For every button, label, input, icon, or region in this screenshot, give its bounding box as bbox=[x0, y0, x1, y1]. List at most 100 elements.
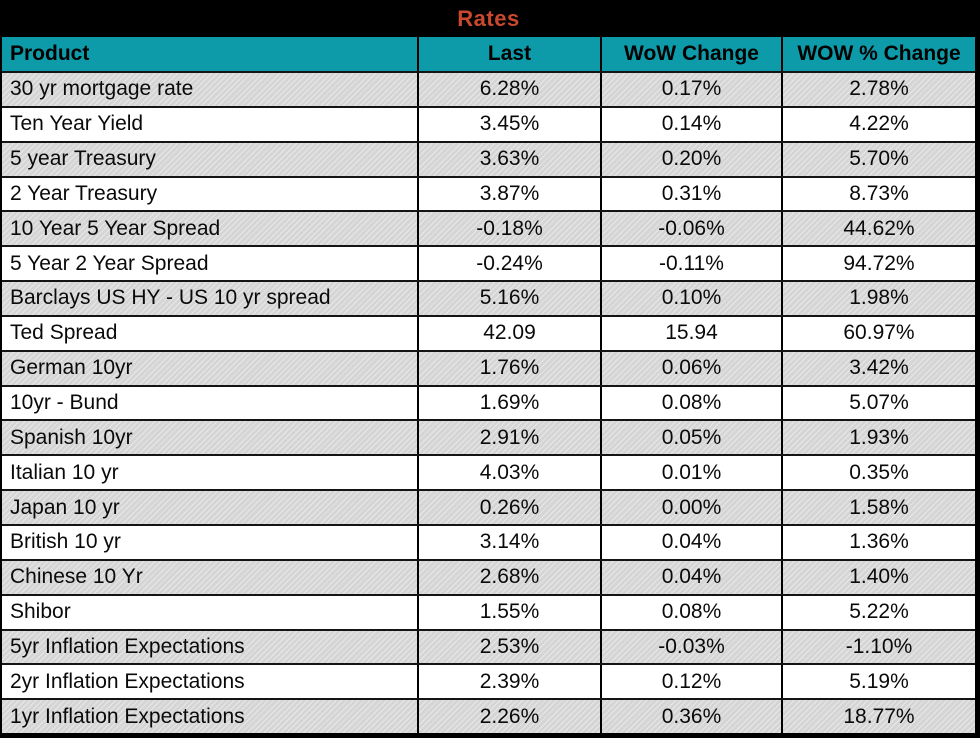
value-cell: 1.55% bbox=[419, 595, 602, 629]
product-cell: German 10yr bbox=[2, 351, 419, 385]
product-cell: Japan 10 yr bbox=[2, 491, 419, 524]
product-cell: 30 yr mortgage rate bbox=[2, 73, 419, 106]
value-cell: 0.00% bbox=[602, 491, 783, 524]
value-cell: 2.26% bbox=[419, 700, 602, 733]
product-cell: 5yr Inflation Expectations bbox=[2, 630, 419, 664]
table-row: 5yr Inflation Expectations 2.53% -0.03% -1.… bbox=[2, 628, 975, 664]
value-cell: 2.91% bbox=[419, 421, 602, 455]
value-cell: 1.36% bbox=[849, 530, 909, 554]
column-header-wow-change: WoW Change bbox=[602, 37, 783, 71]
value-cell: 1.40% bbox=[849, 565, 909, 589]
table-row: Ted Spread 42.09 15.94 60.97% bbox=[2, 314, 975, 350]
value-cell: 5.22% bbox=[849, 600, 909, 624]
value-cell: 0.31% bbox=[602, 177, 783, 211]
value-cell: 0.08% bbox=[602, 595, 783, 629]
table-row: Shibor 1.55% 0.08% 5.22% bbox=[2, 593, 975, 629]
value-cell: 0.04% bbox=[602, 560, 783, 594]
table-body: 30 yr mortgage rate 6.28% 0.17% 2.78% Ten Ye… bbox=[2, 71, 975, 733]
table-row: 5 year Treasury 3.63% 0.20% 5.70% bbox=[2, 140, 975, 176]
value-cell: 60.97% bbox=[843, 321, 915, 345]
value-cell: 1.69% bbox=[419, 386, 602, 420]
product-cell: Italian 10 yr bbox=[2, 456, 419, 490]
value-cell: 0.20% bbox=[602, 142, 783, 176]
product-cell: 10 Year 5 Year Spread bbox=[2, 212, 419, 246]
value-cell: -0.24% bbox=[419, 247, 602, 281]
product-cell: 2 Year Treasury bbox=[2, 177, 419, 211]
table-row: Italian 10 yr 4.03% 0.01% 0.35% bbox=[2, 454, 975, 490]
table-row: Spanish 10yr 2.91% 0.05% 1.93% bbox=[2, 419, 975, 455]
value-cell: 3.42% bbox=[849, 356, 909, 380]
product-cell: 2yr Inflation Expectations bbox=[2, 665, 419, 699]
value-cell: 0.06% bbox=[602, 351, 783, 385]
value-cell: 1.76% bbox=[419, 351, 602, 385]
value-cell: 1.58% bbox=[849, 495, 909, 519]
product-cell: 5 Year 2 Year Spread bbox=[2, 247, 419, 281]
product-cell: British 10 yr bbox=[2, 525, 419, 559]
value-cell: 0.01% bbox=[602, 456, 783, 490]
table-row: 10 Year 5 Year Spread -0.18% -0.06% 44.62% bbox=[2, 210, 975, 246]
value-cell: 2.53% bbox=[419, 630, 602, 664]
table-row: British 10 yr 3.14% 0.04% 1.36% bbox=[2, 523, 975, 559]
value-cell: 3.87% bbox=[419, 177, 602, 211]
product-cell: Chinese 10 Yr bbox=[2, 560, 419, 594]
value-cell: -0.03% bbox=[602, 630, 783, 664]
table-row: Japan 10 yr 0.26% 0.00% 1.58% bbox=[2, 489, 975, 524]
value-cell: 5.16% bbox=[419, 282, 602, 315]
value-cell: 0.26% bbox=[419, 491, 602, 524]
product-cell: Ted Spread bbox=[2, 316, 419, 350]
value-cell: 1.98% bbox=[849, 286, 909, 310]
product-cell: 5 year Treasury bbox=[2, 142, 419, 176]
table-row: 1yr Inflation Expectations 2.26% 0.36% 18.7… bbox=[2, 698, 975, 733]
value-cell: 15.94 bbox=[602, 316, 783, 350]
table-row: Ten Year Yield 3.45% 0.14% 4.22% bbox=[2, 105, 975, 141]
value-cell: 94.72% bbox=[843, 251, 915, 275]
value-cell: -0.06% bbox=[602, 212, 783, 246]
value-cell: 0.05% bbox=[602, 421, 783, 455]
value-cell: 0.36% bbox=[602, 700, 783, 733]
value-cell: 6.28% bbox=[419, 73, 602, 106]
product-cell: Barclays US HY - US 10 yr spread bbox=[2, 282, 419, 315]
value-cell: -1.10% bbox=[845, 634, 913, 658]
value-cell: 2.78% bbox=[849, 77, 909, 101]
product-cell: Shibor bbox=[2, 595, 419, 629]
value-cell: 0.35% bbox=[849, 460, 909, 484]
value-cell: 4.03% bbox=[419, 456, 602, 490]
value-cell: 2.39% bbox=[419, 665, 602, 699]
value-cell: 0.14% bbox=[602, 107, 783, 141]
value-cell: 44.62% bbox=[843, 216, 915, 240]
value-cell: 3.45% bbox=[419, 107, 602, 141]
table-row: 2 Year Treasury 3.87% 0.31% 8.73% bbox=[2, 175, 975, 211]
value-cell: 5.19% bbox=[849, 669, 909, 693]
value-cell: 2.68% bbox=[419, 560, 602, 594]
table-row: 30 yr mortgage rate 6.28% 0.17% 2.78% bbox=[2, 71, 975, 106]
table-row: Chinese 10 Yr 2.68% 0.04% 1.40% bbox=[2, 558, 975, 594]
value-cell: 3.14% bbox=[419, 525, 602, 559]
product-cell: Spanish 10yr bbox=[2, 421, 419, 455]
product-cell: 10yr - Bund bbox=[2, 386, 419, 420]
column-header-wow-pct-change: WOW % Change bbox=[797, 42, 961, 65]
value-cell: 8.73% bbox=[849, 181, 909, 205]
table-title-bar: Rates bbox=[2, 0, 975, 37]
column-header-last: Last bbox=[419, 37, 602, 71]
value-cell: -0.18% bbox=[419, 212, 602, 246]
table-row: German 10yr 1.76% 0.06% 3.42% bbox=[2, 349, 975, 385]
value-cell: 0.08% bbox=[602, 386, 783, 420]
value-cell: 0.04% bbox=[602, 525, 783, 559]
product-cell: 1yr Inflation Expectations bbox=[2, 700, 419, 733]
column-header-product: Product bbox=[2, 37, 419, 71]
table-row: 5 Year 2 Year Spread -0.24% -0.11% 94.72% bbox=[2, 245, 975, 281]
value-cell: 0.12% bbox=[602, 665, 783, 699]
product-cell: Ten Year Yield bbox=[2, 107, 419, 141]
value-cell: 0.17% bbox=[602, 73, 783, 106]
value-cell: 4.22% bbox=[849, 112, 909, 136]
value-cell: 42.09 bbox=[419, 316, 602, 350]
value-cell: 3.63% bbox=[419, 142, 602, 176]
value-cell: -0.11% bbox=[602, 247, 783, 281]
table-row: 10yr - Bund 1.69% 0.08% 5.07% bbox=[2, 384, 975, 420]
value-cell: 1.93% bbox=[849, 425, 909, 449]
value-cell: 5.07% bbox=[849, 391, 909, 415]
value-cell: 18.77% bbox=[843, 704, 915, 728]
value-cell: 0.10% bbox=[602, 282, 783, 315]
table-header-row: Product Last WoW Change WOW % Change bbox=[2, 37, 975, 71]
